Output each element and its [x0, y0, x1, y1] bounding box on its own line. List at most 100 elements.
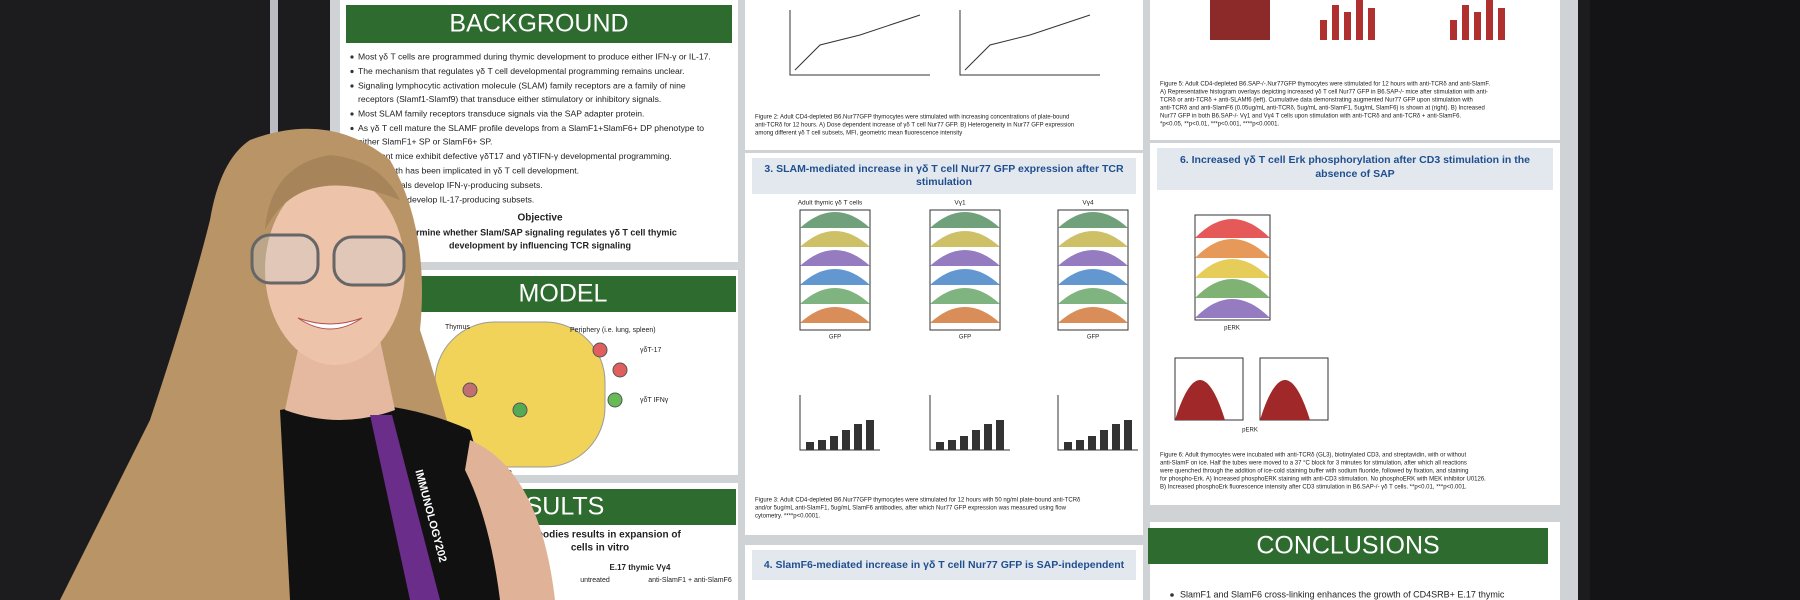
- histogram: [800, 307, 870, 323]
- section-bar: [1157, 148, 1553, 190]
- histogram: [1195, 299, 1270, 318]
- bar-icon: [866, 420, 874, 450]
- histogram: [1195, 239, 1270, 258]
- caption-line: Figure 2: Adult CD4-depleted B6.Nur77GFP…: [755, 115, 1069, 121]
- caption-line: and/or 5ug/mL anti-SlamF1, 5ug/mL SlamF6…: [755, 506, 1067, 512]
- heading: SULTS: [526, 493, 605, 521]
- histogram: [1058, 212, 1128, 228]
- section-bar: [752, 158, 1136, 194]
- axis-label: GFP: [959, 335, 971, 341]
- section-title: stimulation: [916, 176, 972, 188]
- bar-icon: [1332, 5, 1339, 40]
- histogram: [930, 250, 1000, 266]
- bullet-text: The mechanism that regulates γδ T cell d…: [358, 66, 685, 76]
- model-label: Thymus: [445, 324, 470, 331]
- arm: [465, 440, 555, 600]
- caption-line: Figure 3: Adult CD4-depleted B6.Nur77GFP…: [755, 498, 1081, 504]
- results-text: cells in vitro: [571, 543, 629, 554]
- bullet-text: either SlamF1+ SP or SlamF6+ SP.: [358, 136, 492, 146]
- results-text: antibodies results in expansion of: [519, 530, 681, 541]
- caption-line: cytometry. ****p<0.0001.: [755, 514, 820, 520]
- caption-line: A) Representative histogram overlays dep…: [1160, 90, 1488, 96]
- model-label: γδT-17: [640, 347, 662, 354]
- histogram: [1195, 279, 1270, 298]
- heading: CONCLUSIONS: [1256, 532, 1439, 560]
- bar-icon: [1368, 8, 1375, 40]
- header-bar: [346, 5, 732, 43]
- histogram: [1058, 307, 1128, 323]
- bullet-text: g TCR signals develop IFN-γ-producing su…: [358, 180, 543, 190]
- bar-icon: [1356, 0, 1363, 40]
- bullet: [350, 112, 354, 116]
- histogram: [1260, 380, 1310, 420]
- bullet-text: TCR signals develop IL-17-producing subs…: [358, 194, 534, 204]
- section-title: absence of SAP: [1315, 168, 1394, 180]
- bar-icon: [996, 420, 1004, 450]
- caption-line: for phospho-Erk. A) Increased phosphoERK…: [1160, 477, 1486, 483]
- bar-icon: [1124, 420, 1132, 450]
- caption-line: anti-TCRδ for 12 hours. A) Dose dependen…: [755, 123, 1074, 129]
- caption-line: anti-SlamF on ice. Half the tubes were m…: [1160, 461, 1467, 467]
- plot-axis: [959, 10, 1100, 76]
- bar-icon: [1064, 442, 1072, 450]
- histogram-icon: [1210, 0, 1270, 40]
- histogram: [1058, 250, 1128, 266]
- cell-icon: [592, 342, 608, 358]
- histogram: [800, 269, 870, 285]
- section-title: 4. SlamF6-mediated increase in γδ T cell…: [764, 559, 1125, 571]
- model-label: Periphery (i.e. lung, spleen): [570, 327, 656, 334]
- bar-icon: [1498, 8, 1505, 40]
- bar-icon: [806, 442, 814, 450]
- plot-line: [964, 14, 1091, 71]
- smile: [297, 317, 363, 330]
- bar-icon: [818, 440, 826, 450]
- bar-axis: [929, 395, 1010, 451]
- heading: MODEL: [519, 280, 608, 308]
- histogram: [800, 231, 870, 247]
- objective-heading: Objective: [517, 213, 562, 224]
- hair-front: [265, 155, 400, 230]
- histogram-frame: [929, 209, 1001, 331]
- bullet: [350, 126, 354, 131]
- bullet-text: Most γδ T cells are programmed during th…: [358, 51, 711, 61]
- bar-icon: [1100, 430, 1108, 450]
- bar-icon: [1450, 20, 1457, 40]
- glasses-right: [332, 235, 406, 287]
- caption-line: Nur77 GFP in both B6.SAP-/- Vγ1 and Vγ4 …: [1160, 114, 1461, 120]
- bar-icon: [984, 424, 992, 450]
- bullet: [1170, 593, 1174, 597]
- bullet-text: SlamF1 and SlamF6 cross-linking enhances…: [1180, 589, 1505, 599]
- bullet: [350, 84, 354, 88]
- caption-line: *p<0.05, **p<0.01, ***p<0.001, ****p<0.0…: [1160, 122, 1279, 128]
- panel-title: Adult thymic γδ T cells: [798, 200, 863, 207]
- bar-icon: [842, 430, 850, 450]
- axis-label: GFP: [1087, 335, 1099, 341]
- bar-icon: [960, 436, 968, 450]
- section-title: 6. Increased γδ T cell Erk phosphorylati…: [1180, 154, 1530, 166]
- model-label: γδT IFNγ: [640, 397, 669, 404]
- glasses-left: [250, 233, 320, 285]
- histogram: [930, 212, 1000, 228]
- caption-line: among different γδ T cell subsets, MFI, …: [755, 131, 962, 137]
- cell-icon: [612, 362, 628, 378]
- column-label: anti-SlamF1 + anti-SlamF6: [648, 577, 732, 584]
- histogram-frame: [799, 209, 871, 331]
- bar-axis: [799, 395, 880, 451]
- histogram: [1058, 231, 1128, 247]
- cell-icon: [462, 382, 478, 398]
- bullet: [350, 55, 354, 59]
- caption-line: were quenched through the addition of ic…: [1159, 469, 1468, 475]
- bar-icon: [1344, 12, 1351, 40]
- bullet-text: -deficient mice exhibit defective γδT17 …: [358, 151, 672, 161]
- caption-line: anti-TCRδ and anti-SlamF6 (0.05ug/mL ant…: [1160, 106, 1485, 112]
- histogram: [1195, 219, 1270, 238]
- caption-line: Figure 5: Adult CD4-depleted B6.SAP-/-.N…: [1160, 82, 1490, 88]
- histogram-frame: [1194, 214, 1271, 321]
- histogram-frame: [1057, 209, 1129, 331]
- bar-icon: [1076, 440, 1084, 450]
- histogram: [800, 250, 870, 266]
- objective-text: etermine whether Slam/SAP signaling regu…: [403, 227, 677, 237]
- histogram: [1195, 259, 1270, 278]
- bar-axis: [1057, 395, 1138, 451]
